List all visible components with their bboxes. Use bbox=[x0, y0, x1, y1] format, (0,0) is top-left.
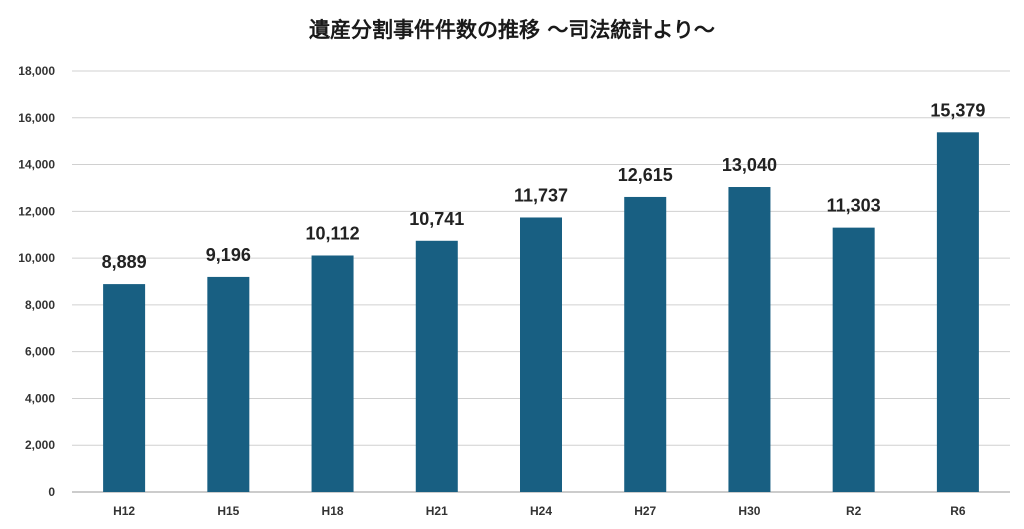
bar-h27 bbox=[624, 196, 667, 493]
data-label: 13,040 bbox=[722, 155, 777, 175]
y-tick-label: 16,000 bbox=[18, 111, 55, 125]
data-label: 15,379 bbox=[930, 100, 985, 120]
data-label: 11,737 bbox=[514, 185, 568, 205]
data-label: 9,196 bbox=[206, 245, 251, 265]
y-tick-label: 8,000 bbox=[25, 298, 55, 312]
y-tick-label: 2,000 bbox=[25, 438, 55, 452]
x-tick-label: R2 bbox=[846, 504, 862, 518]
bar-r2 bbox=[832, 227, 875, 493]
bar-h12 bbox=[103, 284, 146, 492]
y-tick-label: 18,000 bbox=[18, 64, 55, 78]
data-labels: 8,889 9,196 10,112 10,741 11,737 12,615 13,040… bbox=[102, 100, 986, 272]
y-tick-label: 4,000 bbox=[25, 391, 55, 405]
data-label: 10,741 bbox=[409, 209, 464, 229]
bar-h18 bbox=[311, 255, 354, 492]
x-tick-label: H27 bbox=[634, 504, 656, 518]
bar-h15 bbox=[207, 276, 250, 492]
x-tick-label: H21 bbox=[426, 504, 448, 518]
data-label: 8,889 bbox=[102, 252, 147, 272]
bars bbox=[103, 132, 979, 493]
x-tick-label: H30 bbox=[738, 504, 760, 518]
x-tick-label: H15 bbox=[217, 504, 239, 518]
x-tick-label: H18 bbox=[322, 504, 344, 518]
data-label: 11,303 bbox=[827, 196, 881, 216]
bar-h30 bbox=[728, 187, 771, 492]
y-tick-label: 6,000 bbox=[25, 345, 55, 359]
data-label: 12,615 bbox=[618, 165, 673, 185]
data-label: 10,112 bbox=[306, 223, 360, 243]
x-axis-tick-labels: H12 H15 H18 H21 H24 H27 H30 R2 R6 bbox=[113, 504, 966, 518]
x-tick-label: H12 bbox=[113, 504, 135, 518]
y-tick-label: 10,000 bbox=[18, 251, 55, 265]
x-tick-label: H24 bbox=[530, 504, 552, 518]
y-axis-tick-labels: 0 2,000 4,000 6,000 8,000 10,000 12,000 14,000 1… bbox=[18, 64, 55, 499]
x-tick-label: R6 bbox=[950, 504, 966, 518]
chart-title: 遺産分割事件件数の推移 〜司法統計より〜 bbox=[309, 18, 715, 42]
y-tick-label: 0 bbox=[48, 485, 55, 499]
bar-r6 bbox=[936, 132, 979, 492]
y-tick-label: 14,000 bbox=[18, 158, 55, 172]
bar-h24 bbox=[520, 217, 562, 492]
y-tick-label: 12,000 bbox=[18, 204, 55, 218]
bar-h21 bbox=[415, 240, 458, 492]
